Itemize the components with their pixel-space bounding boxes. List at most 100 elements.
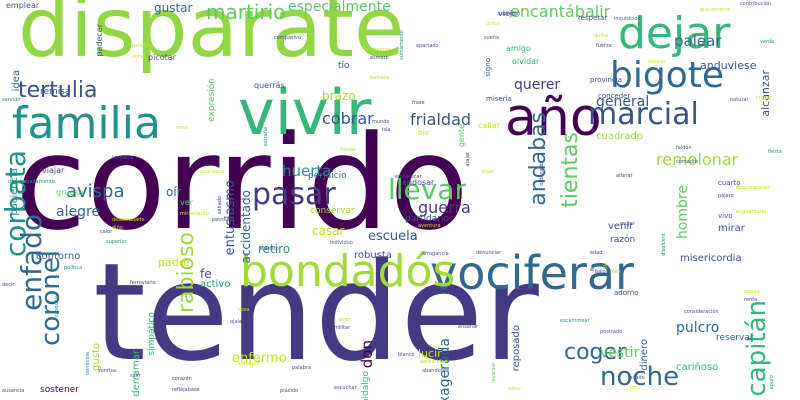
word: andabas — [526, 112, 551, 206]
word: miramiento — [180, 211, 209, 217]
word: limpieza — [112, 155, 133, 161]
word: miseria — [486, 95, 512, 103]
word: barbaridad — [420, 359, 448, 365]
word: postrado — [600, 329, 623, 335]
word: picotar — [148, 53, 176, 62]
word: persona — [132, 43, 153, 49]
word: desahogadamente — [8, 179, 55, 185]
word: faldón — [676, 145, 692, 151]
word: inquisición — [614, 16, 641, 22]
word: fila — [603, 262, 609, 270]
word: pasar — [252, 177, 336, 212]
word: casquilla — [54, 295, 60, 317]
word: gravemente — [700, 7, 731, 13]
word: general — [596, 94, 650, 110]
word: decir — [2, 282, 15, 288]
word: padre — [158, 256, 190, 269]
word: alcanzar — [759, 70, 772, 117]
word: mirar — [718, 223, 745, 234]
word: endosar — [402, 178, 435, 187]
word: tientas — [558, 132, 583, 208]
word: salir — [130, 373, 141, 379]
word: perjuicio — [308, 171, 347, 181]
word: oír — [166, 185, 182, 199]
word: especialmente — [288, 0, 391, 15]
word: padecer — [95, 24, 104, 57]
word: gusto — [91, 343, 102, 371]
word: reservar — [716, 333, 754, 343]
word: venir — [608, 221, 634, 232]
word: querer — [514, 77, 561, 93]
word: rabioso — [174, 232, 199, 313]
word: supremo — [498, 11, 520, 17]
word: enguantado — [736, 209, 767, 215]
word: monte — [744, 289, 761, 295]
word: viajar — [42, 166, 65, 175]
word: dinero — [639, 339, 650, 371]
word: cuarto — [718, 179, 741, 187]
word: compasivo — [274, 35, 301, 41]
word: natural — [730, 97, 748, 103]
word: disparate — [18, 0, 405, 76]
word: escuela — [368, 229, 418, 244]
word: adorno — [614, 289, 639, 297]
word: gente — [457, 124, 466, 148]
word: accidentado — [239, 190, 253, 264]
word: retiro — [258, 242, 291, 256]
word: apuro — [769, 375, 775, 390]
word: cariñoso — [676, 362, 719, 373]
word: olvidar — [512, 57, 540, 66]
word: reposado — [511, 325, 522, 372]
word: petrolero — [212, 217, 235, 223]
word: frialdad — [410, 110, 472, 129]
word: cosa — [238, 307, 250, 313]
word: hombre — [675, 185, 691, 240]
word: embelecar — [395, 174, 422, 180]
word: llamar — [340, 147, 356, 153]
word: aventura — [418, 223, 441, 229]
word: edad — [590, 250, 603, 256]
word: denunciar — [476, 250, 502, 256]
word: viejo — [498, 9, 517, 18]
word: vociferar — [430, 246, 634, 300]
word: casar — [312, 224, 345, 238]
word: misericordia — [680, 253, 742, 264]
word: familia — [12, 98, 161, 149]
word: signo — [484, 58, 492, 77]
word: refléjabase — [172, 387, 200, 393]
word: esmero — [370, 55, 389, 61]
word: renta — [744, 297, 758, 303]
word: bondadós — [240, 246, 456, 297]
word: mes — [610, 269, 621, 275]
word: bajo — [595, 269, 606, 275]
word: paciencia — [9, 168, 20, 216]
word: corazón — [172, 376, 192, 382]
word: él — [590, 267, 595, 273]
word: remolonar — [656, 150, 739, 169]
word: cruzar — [756, 95, 772, 101]
word: traer — [482, 169, 495, 175]
word: vivir — [238, 76, 372, 149]
word: contorno — [36, 251, 81, 262]
word: robusta — [354, 250, 392, 261]
word: sonrisa — [98, 368, 116, 374]
word: remisa — [40, 87, 71, 97]
word: sostener — [40, 385, 79, 395]
word: año — [505, 88, 602, 148]
word: continente — [364, 47, 391, 53]
word: pájaro — [718, 193, 734, 199]
word: emplear — [6, 1, 40, 10]
word: hidalgo — [361, 371, 371, 400]
word: militar — [334, 325, 351, 331]
word: diño — [112, 225, 123, 231]
word: callar — [478, 121, 500, 130]
word: amor — [338, 317, 352, 323]
word: partidario — [405, 214, 449, 224]
word: respetar — [578, 14, 608, 22]
word: enseñar — [458, 324, 479, 330]
word: quitar — [594, 33, 609, 39]
word: palabra — [292, 365, 311, 371]
word: mujer — [620, 221, 635, 227]
word: política — [64, 265, 83, 271]
